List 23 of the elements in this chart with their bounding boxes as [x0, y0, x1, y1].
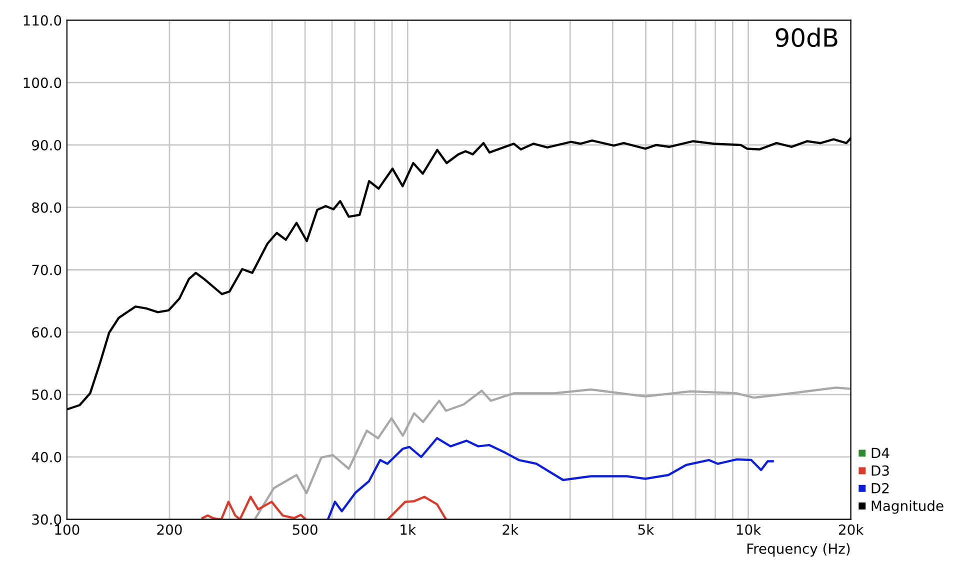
- x-tick-label: 2k: [502, 524, 519, 535]
- x-tick-label: 10k: [736, 524, 762, 535]
- y-tick-label: 60.0: [32, 327, 62, 338]
- x-tick-label: 500: [292, 524, 318, 535]
- x-tick-label: 20k: [839, 524, 864, 535]
- y-tick-label: 30.0: [32, 514, 62, 525]
- x-axis-title: Frequency (Hz): [747, 543, 850, 557]
- y-tick-label: 50.0: [32, 389, 62, 400]
- y-tick-label: 70.0: [32, 264, 62, 276]
- annotation: 90dB: [776, 28, 838, 48]
- y-tick-label: 80.0: [32, 202, 62, 213]
- legend-label: D3: [872, 465, 889, 476]
- y-tick-label: 100.0: [24, 78, 62, 88]
- x-tick-label: 5k: [638, 524, 654, 535]
- y-tick-label: 40.0: [32, 452, 62, 462]
- x-tick-label: 100: [55, 524, 80, 535]
- legend-label: D4: [872, 448, 890, 458]
- y-tick-label: 110.0: [24, 15, 62, 26]
- x-tick-label: 1k: [400, 524, 416, 535]
- legend-label: D2: [872, 482, 889, 494]
- x-tick-label: 200: [157, 524, 182, 535]
- legend-label: Magnitude: [872, 500, 944, 514]
- y-tick-label: 90.0: [32, 140, 62, 150]
